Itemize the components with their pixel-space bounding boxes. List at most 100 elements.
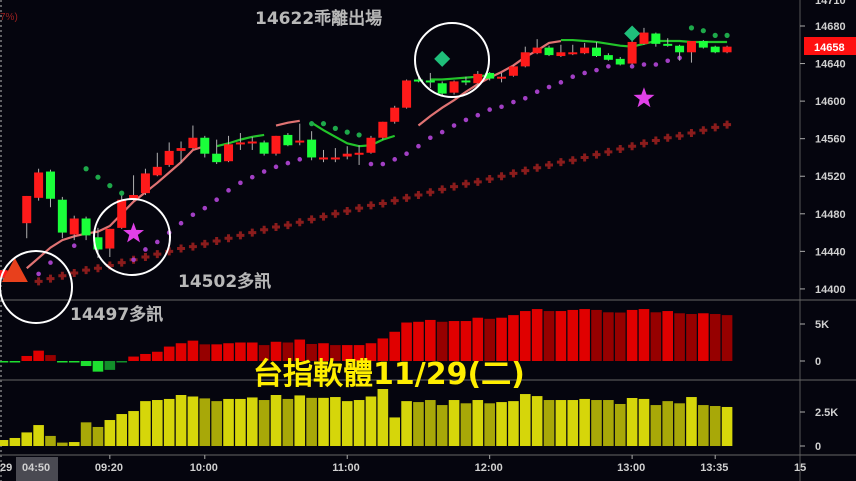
histogram-bar	[686, 314, 697, 361]
volume-bar	[330, 397, 341, 446]
time-tick-label: 13:35	[700, 462, 728, 474]
candle-down	[544, 47, 554, 56]
candle-down	[675, 45, 685, 53]
cross-point	[473, 177, 482, 186]
histogram-bar	[341, 345, 353, 361]
cross-point	[248, 228, 257, 237]
volume-tick-label: 2.5K	[815, 407, 838, 419]
highlight-circle	[93, 198, 171, 276]
time-tick-label: 13:00	[617, 462, 645, 474]
cross-point	[675, 131, 684, 140]
price-tick-label: 14520	[815, 171, 846, 183]
candle-up	[449, 81, 459, 93]
cross-point	[378, 199, 387, 208]
green-dot	[700, 28, 706, 34]
chart-title-overlay: 台指軟體11/29(二)	[253, 357, 525, 392]
volume-bar	[674, 403, 685, 446]
histogram-bar	[472, 317, 484, 361]
hist-tick-label: 0	[815, 356, 821, 368]
crosshair-time-label: 04:50	[22, 462, 50, 474]
purple-dot	[190, 212, 196, 218]
histogram-bar	[45, 355, 56, 361]
candle-up	[69, 218, 79, 235]
cross-point	[651, 136, 660, 145]
histogram-bar	[365, 343, 377, 361]
price-tick-label: 14560	[815, 134, 846, 146]
volume-bar	[270, 395, 282, 446]
histogram-bar	[211, 344, 222, 361]
volume-bar	[68, 442, 80, 446]
cross-point	[568, 156, 577, 165]
cross-point	[450, 182, 459, 191]
volume-bar	[709, 406, 721, 446]
purple-dot	[487, 107, 492, 112]
volume-bar	[721, 406, 733, 446]
volume-bar	[531, 396, 543, 446]
candle-up	[271, 135, 281, 154]
purple-dot	[629, 64, 635, 69]
price-tick-label: 14640	[815, 59, 846, 71]
green-dot	[95, 174, 101, 180]
cross-point	[46, 274, 55, 283]
volume-bar	[508, 401, 519, 446]
cross-point	[592, 150, 601, 159]
green-dot	[724, 32, 730, 38]
candle-up	[580, 47, 590, 54]
volume-bar	[436, 405, 448, 446]
volume-bar	[448, 400, 460, 446]
purple-dot	[463, 117, 469, 123]
cross-point	[509, 169, 518, 178]
time-tick-label: 10:00	[190, 462, 218, 474]
candle-down	[425, 80, 435, 83]
candle-up	[722, 46, 732, 53]
purple-dot	[404, 151, 409, 157]
cross-point	[390, 196, 399, 205]
volume-bar	[698, 405, 709, 446]
candle-up	[117, 199, 127, 228]
green-dot	[107, 183, 113, 189]
histogram-bar	[152, 351, 163, 361]
histogram-bars	[0, 309, 733, 372]
volume-bar	[496, 402, 507, 446]
purple-dot	[297, 157, 303, 162]
cross-point	[319, 212, 328, 221]
purple-dot	[558, 80, 564, 85]
volume-bar	[282, 398, 294, 446]
cross-point	[604, 147, 613, 156]
exit-diamond-icon	[624, 25, 641, 42]
cross-point	[533, 163, 542, 172]
candle-up	[508, 66, 518, 76]
time-axis-edge-label: 15	[794, 462, 806, 474]
signal-markers	[1, 25, 655, 283]
histogram-bar	[330, 345, 341, 361]
histogram-bar	[638, 309, 650, 361]
histogram-bar	[68, 361, 80, 363]
candle-up	[105, 228, 115, 249]
volume-tick-label: 0	[815, 441, 821, 453]
purple-dot	[665, 58, 671, 64]
volume-bar	[21, 432, 33, 446]
volume-bar	[57, 442, 68, 446]
volume-bar	[662, 401, 674, 446]
cross-point	[93, 264, 102, 273]
cross-point	[366, 201, 375, 210]
histogram-bar	[543, 311, 555, 361]
purple-dot	[451, 123, 457, 128]
volume-bar	[33, 425, 44, 446]
green-ma-line	[311, 121, 396, 148]
histogram-bar	[9, 361, 21, 363]
histogram-bar	[674, 313, 685, 361]
candle-up	[164, 150, 174, 165]
histogram-bar	[33, 350, 44, 361]
cross-point	[283, 221, 292, 230]
candle-down	[259, 142, 269, 154]
candle-up	[295, 140, 305, 143]
hist-tick-label: 5K	[815, 319, 829, 331]
purple-dot	[155, 239, 160, 245]
volume-bar	[341, 401, 353, 446]
candles	[0, 27, 732, 280]
purple-dot	[534, 89, 540, 95]
volume-bar	[555, 400, 567, 446]
cross-point	[70, 268, 79, 277]
